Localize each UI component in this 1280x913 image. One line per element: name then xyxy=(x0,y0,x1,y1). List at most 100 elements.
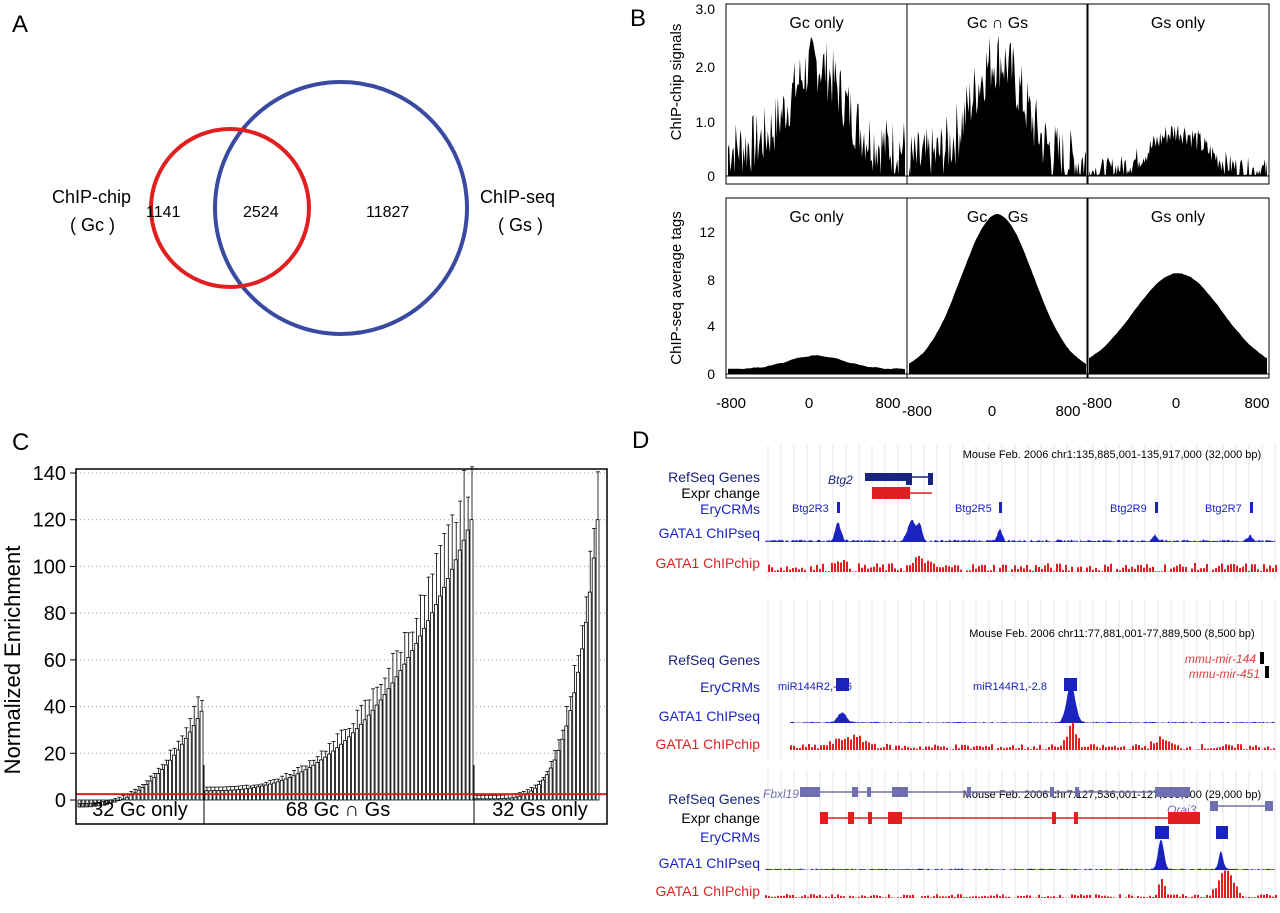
c-bar-0-9 xyxy=(113,799,117,803)
c-ytick-80: 80 xyxy=(44,603,66,625)
bottom-ytick-8: 8 xyxy=(707,272,715,288)
crm-btg2r9-mark xyxy=(1155,502,1158,513)
chip-seq-circle xyxy=(213,80,469,336)
profile-title-2: Gs only xyxy=(1151,15,1205,32)
c-bar-0-20 xyxy=(156,773,161,801)
c-bar-0-27 xyxy=(183,737,188,801)
c-bar-0-22 xyxy=(164,764,168,801)
orai3-exon-2 xyxy=(1265,801,1273,811)
btg2-exon-3 xyxy=(928,473,933,485)
c-bar-2-17 xyxy=(541,779,545,801)
track2-crm-label: EryCRMs xyxy=(700,679,760,695)
c-bar-2-27 xyxy=(580,648,584,801)
profile-grid: B ChIP-chip signals ChIP-seq average tag… xyxy=(630,1,1270,420)
c-bar-2-26 xyxy=(576,671,580,801)
group-label-gs: 32 Gs only xyxy=(492,799,588,821)
xtick-a1: -800 xyxy=(716,395,746,412)
crm-btg2r5: Btg2R5 xyxy=(955,503,992,515)
c-bar-2-19 xyxy=(548,767,553,801)
c-bar-1-57 xyxy=(430,612,434,801)
c-bar-0-30 xyxy=(195,718,200,801)
c-bar-1-51 xyxy=(406,656,411,801)
chip-chip-label: ChIP-chip xyxy=(52,187,131,207)
profile-area-2 xyxy=(1089,124,1267,176)
c-bar-1-35 xyxy=(343,740,347,801)
c-bar-2-1 xyxy=(478,798,483,801)
c-bar-1-30 xyxy=(323,756,328,801)
gene-mir-451: mmu-mir-451 xyxy=(1189,667,1260,681)
c-bar-1-61 xyxy=(445,577,450,801)
c-bar-2-2 xyxy=(482,798,487,801)
panel-a: A ChIP-chip ( Gc ) ChIP-seq ( Gs ) 1141 … xyxy=(0,0,620,420)
top-ytick-0: 0 xyxy=(707,168,715,184)
c-bar-2-10 xyxy=(513,796,518,801)
c-bar-0-28 xyxy=(187,731,192,801)
expr-exons xyxy=(820,812,1200,824)
crm-btg2r3-mark xyxy=(837,502,840,513)
mir451-mark xyxy=(1265,666,1269,678)
track1-chipchip-label: GATA1 ChIPchip xyxy=(655,555,760,571)
c-bar-1-16 xyxy=(267,783,272,801)
gc-only-count: 1141 xyxy=(146,204,181,221)
c-bar-1-21 xyxy=(287,776,292,801)
track3-chipseq-label: GATA1 ChIPseq xyxy=(659,855,760,871)
track2-chipseq-label: GATA1 ChIPseq xyxy=(659,708,760,724)
c-bar-2-18 xyxy=(544,774,549,801)
c-bar-1-43 xyxy=(374,704,379,801)
track2-header: Mouse Feb. 2006 chr11:77,881,001-77,889,… xyxy=(969,628,1254,640)
track3-expr-label: Expr change xyxy=(681,810,760,826)
c-ytick-100: 100 xyxy=(33,556,66,578)
chip-chip-circle xyxy=(149,127,311,289)
c-bar-1-47 xyxy=(390,682,395,801)
btg2-exon-1 xyxy=(865,473,910,481)
profile-box-4 xyxy=(906,197,1089,379)
c-bar-1-54 xyxy=(418,635,423,801)
panel-a-label: A xyxy=(12,11,28,38)
fbxl19-exons xyxy=(800,787,1190,797)
track1-chipchip-signal xyxy=(765,556,1277,572)
group-label-gc: 32 Gc only xyxy=(92,799,188,821)
c-ytick-140: 140 xyxy=(33,463,66,485)
top-ylabel: ChIP-chip signals xyxy=(668,24,685,141)
enrichment-bar-chart: C Normalized Enrichment 140 120 100 80 60 40 2… xyxy=(0,429,608,825)
c-bar-0-17 xyxy=(144,783,149,801)
crm-btg2r3: Btg2R3 xyxy=(792,503,829,515)
c-bar-1-63 xyxy=(453,559,458,801)
c-bar-1-29 xyxy=(319,759,324,801)
c-bar-0-5 xyxy=(97,799,101,807)
c-bar-1-4 xyxy=(220,790,225,801)
c-bar-1-55 xyxy=(422,628,427,801)
c-bar-2-14 xyxy=(529,790,534,801)
panel-d: D Mouse Feb. 2006 chr1:135,885,001-135,9… xyxy=(620,420,1280,908)
c-bar-1-33 xyxy=(335,747,339,801)
c-bar-1-56 xyxy=(426,620,430,801)
track3-refseq-label: RefSeq Genes xyxy=(668,791,760,807)
c-bar-1-45 xyxy=(382,693,387,801)
c-bar-1-23 xyxy=(295,773,300,801)
track2-chipseq-signal xyxy=(790,684,1275,723)
track2-refseq-label: RefSeq Genes xyxy=(668,652,760,668)
crm-mir144r1: miR144R1,-2.8 xyxy=(973,681,1047,693)
track-3: Mouse Feb. 2006 chr7:127,536,001-127,565… xyxy=(655,787,1277,899)
c-bar-1-42 xyxy=(370,709,375,801)
c-bar-1-50 xyxy=(402,663,407,801)
btg2-expr-box xyxy=(872,487,910,499)
profile-title-3: Gc only xyxy=(789,209,843,226)
c-bar-2-7 xyxy=(501,798,506,801)
bottom-ytick-0: 0 xyxy=(707,366,715,382)
gs-only-count: 11827 xyxy=(366,204,409,221)
c-bar-0-23 xyxy=(168,759,172,801)
track1-expr-label: Expr change xyxy=(681,485,760,501)
c-bar-1-67 xyxy=(469,519,474,801)
c-bar-1-31 xyxy=(327,753,332,801)
c-bar-0-24 xyxy=(172,754,176,801)
c-bar-1-40 xyxy=(362,719,367,801)
overlap-count: 2524 xyxy=(243,204,279,221)
crm-orai3-2 xyxy=(1216,826,1228,839)
c-bar-1-15 xyxy=(263,784,268,801)
c-ytick-0: 0 xyxy=(55,790,66,812)
panel-c-label: C xyxy=(12,429,29,456)
c-ytick-40: 40 xyxy=(44,697,66,719)
c-ytick-20: 20 xyxy=(44,743,66,765)
c-bar-1-24 xyxy=(299,771,304,801)
